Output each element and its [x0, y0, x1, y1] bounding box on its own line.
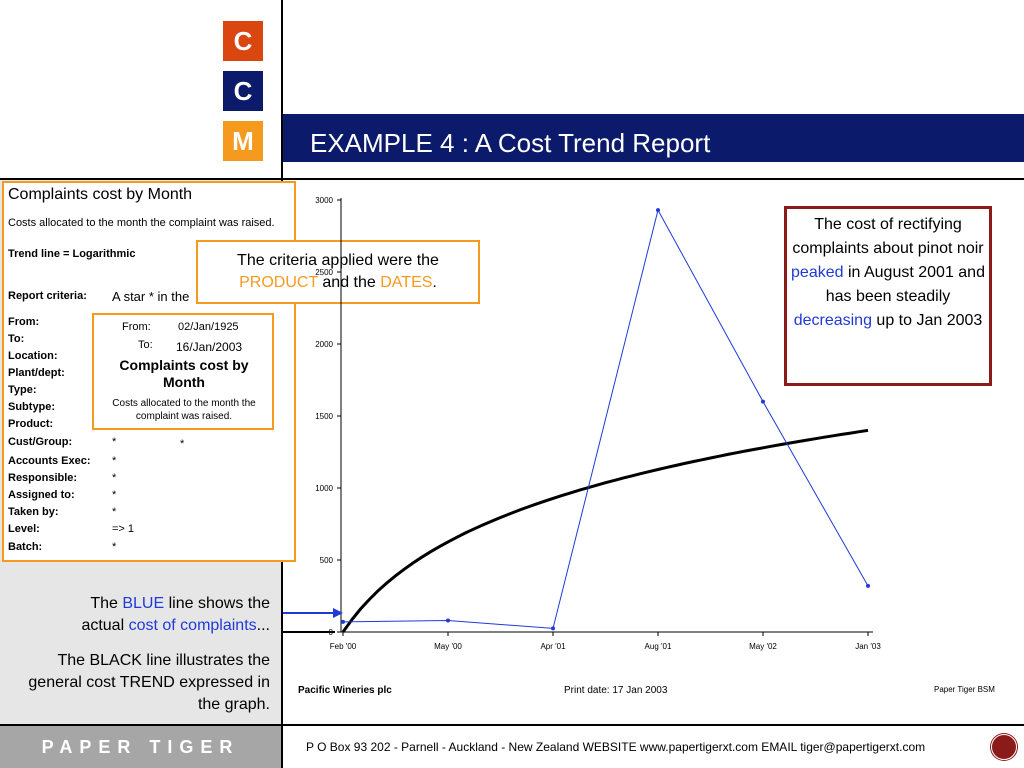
footer-contact: P O Box 93 202 - Parnell - Auckland - Ne…	[306, 740, 926, 754]
trend-line-label: Trend line = Logarithmic	[8, 248, 136, 260]
report-label: Taken by:	[8, 506, 59, 518]
report-value: *	[112, 455, 117, 467]
report-label: Cust/Group:	[8, 436, 73, 448]
report-label: Level:	[8, 523, 40, 535]
cost-data-point	[761, 399, 765, 404]
annotation-text: in August 2001 and has been steadily	[825, 264, 985, 305]
y-tick-label: 2500	[315, 268, 333, 277]
cost-data-point	[446, 618, 450, 623]
logo-letter-c1: C	[223, 21, 263, 61]
report-label: Plant/dept:	[8, 367, 65, 379]
print-date: Print date: 17 Jan 2003	[564, 685, 668, 696]
cost-trend-chart: 0 500 1000 1500 2000 2500 3000 Feb '00 May '00 Ap…	[283, 196, 881, 651]
cost-series-line	[342, 208, 869, 629]
report-label: Location:	[8, 350, 58, 362]
note-blue-word: BLUE	[122, 595, 165, 612]
inset-from-value: 02/Jan/1925	[178, 321, 239, 333]
criteria-mid: and the	[322, 274, 376, 291]
x-tick-label: May '02	[749, 642, 777, 651]
criteria-dates: DATES	[380, 274, 433, 291]
x-tick-label: Feb '00	[330, 642, 357, 651]
inset-report-box	[92, 313, 274, 430]
report-value: *	[112, 506, 117, 518]
logo-letter-m: M	[223, 121, 263, 161]
report-label: Batch:	[8, 541, 43, 553]
inset-title: Complaints cost by Month	[119, 357, 249, 390]
cost-data-point	[656, 208, 660, 213]
note-text: ...	[256, 617, 270, 634]
y-tick-label: 500	[320, 556, 334, 565]
report-value: *	[112, 436, 117, 448]
report-value: *	[112, 472, 117, 484]
criteria-label: Report criteria:	[8, 290, 87, 302]
annotation-decreasing: decreasing	[793, 312, 872, 329]
report-label: Accounts Exec:	[8, 455, 91, 467]
report-value: *	[112, 541, 117, 553]
report-label: To:	[8, 333, 25, 345]
blue-line-note: The BLUE line shows the actual cost of c…	[81, 593, 270, 637]
company-name: Pacific Wineries plc	[298, 685, 392, 696]
pointer-arrow-head	[333, 608, 343, 618]
report-title: Complaints cost by Month	[8, 186, 193, 203]
annotation-text: The cost of rectifying complaints about …	[792, 216, 984, 257]
annotation-text: up to Jan 2003	[876, 312, 983, 329]
cost-data-point	[551, 626, 555, 631]
footer-rule	[0, 724, 1024, 726]
y-tick-label: 2000	[315, 340, 333, 349]
footer-dot-icon	[991, 734, 1017, 760]
logo-letter-c2: C	[223, 71, 263, 111]
extra-star: *	[180, 438, 185, 450]
report-label: Product:	[8, 418, 54, 430]
black-line-note: The BLACK line illustrates the general c…	[28, 652, 270, 713]
trend-line	[341, 428, 869, 633]
criteria-value: A star * in the	[112, 289, 190, 304]
annotation-box: The cost of rectifying complaints about …	[784, 206, 992, 386]
report-value: => 1	[112, 523, 135, 535]
cost-data-point	[341, 619, 345, 624]
report-label: Responsible:	[8, 472, 78, 484]
inset-to-label: To:	[138, 339, 153, 351]
inset-from-label: From:	[122, 321, 151, 333]
report-label: From:	[8, 316, 40, 328]
x-tick-label: May '00	[434, 642, 462, 651]
report-label: Type:	[8, 384, 37, 396]
y-tick-label: 3000	[315, 196, 333, 205]
chart-credit: Paper Tiger BSM	[934, 685, 995, 694]
criteria-end: .	[432, 274, 437, 291]
slide-title: EXAMPLE 4 : A Cost Trend Report	[310, 128, 711, 158]
cost-data-point	[866, 583, 870, 588]
inset-subtitle: Costs allocated to the month the complai…	[112, 398, 256, 422]
report-subtitle: Costs allocated to the month the complai…	[8, 217, 275, 229]
report-label: Assigned to:	[8, 489, 75, 501]
note-text: line shows the	[168, 595, 270, 612]
y-tick-label: 0	[329, 628, 334, 637]
note-text: The	[90, 595, 118, 612]
y-tick-label: 1500	[315, 412, 333, 421]
header-divider	[281, 0, 283, 178]
x-tick-label: Jan '03	[855, 642, 881, 651]
x-tick-label: Apr '01	[540, 642, 566, 651]
note-blue-phrase: cost of complaints	[128, 617, 257, 634]
inset-to-value: 16/Jan/2003	[176, 340, 243, 354]
header-rule	[0, 178, 1024, 180]
note-text: actual	[81, 617, 125, 634]
title-band	[283, 114, 1024, 162]
footer-brand: PAPER TIGER	[0, 726, 281, 768]
report-label: Subtype:	[8, 401, 56, 413]
x-tick-label: Aug '01	[645, 642, 672, 651]
criteria-note-line1: The criteria applied were the	[237, 252, 439, 269]
annotation-peaked: peaked	[791, 264, 844, 281]
criteria-product: PRODUCT	[239, 274, 318, 291]
y-tick-label: 1000	[315, 484, 333, 493]
report-value: *	[112, 489, 117, 501]
